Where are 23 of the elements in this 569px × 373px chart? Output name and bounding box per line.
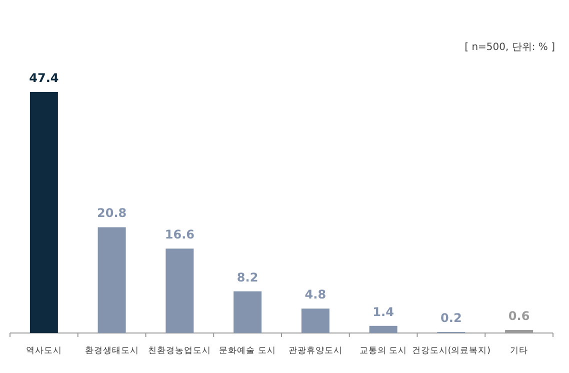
x-tick-label: 관광휴양도시 bbox=[288, 346, 342, 356]
x-tick-label: 역사도시 bbox=[26, 346, 62, 356]
x-tick-label: 건강도시(의료복지) bbox=[412, 346, 491, 356]
bar bbox=[166, 248, 194, 333]
bar bbox=[98, 227, 126, 333]
x-tick-label: 기타 bbox=[510, 346, 528, 356]
bar bbox=[234, 291, 262, 333]
x-tick-label: 문화예술 도시 bbox=[219, 346, 276, 356]
data-label: 4.8 bbox=[304, 288, 326, 302]
x-tick-label: 교통의 도시 bbox=[359, 346, 408, 356]
data-label: 1.4 bbox=[372, 304, 394, 319]
x-tick-label: 친환경농업도시 bbox=[148, 346, 212, 356]
data-label: 0.2 bbox=[440, 310, 462, 325]
data-label: 20.8 bbox=[97, 206, 127, 220]
data-label: 0.6 bbox=[508, 308, 530, 323]
x-tick-label: 환경생태도시 bbox=[84, 346, 139, 356]
data-label: 47.4 bbox=[29, 71, 59, 85]
bar bbox=[301, 308, 330, 333]
text: [ n=500, 단위: % ] bbox=[464, 42, 556, 53]
data-label: 16.6 bbox=[164, 228, 194, 242]
bar bbox=[369, 326, 398, 333]
data-label: 8.2 bbox=[236, 270, 258, 284]
bar bbox=[30, 92, 58, 333]
